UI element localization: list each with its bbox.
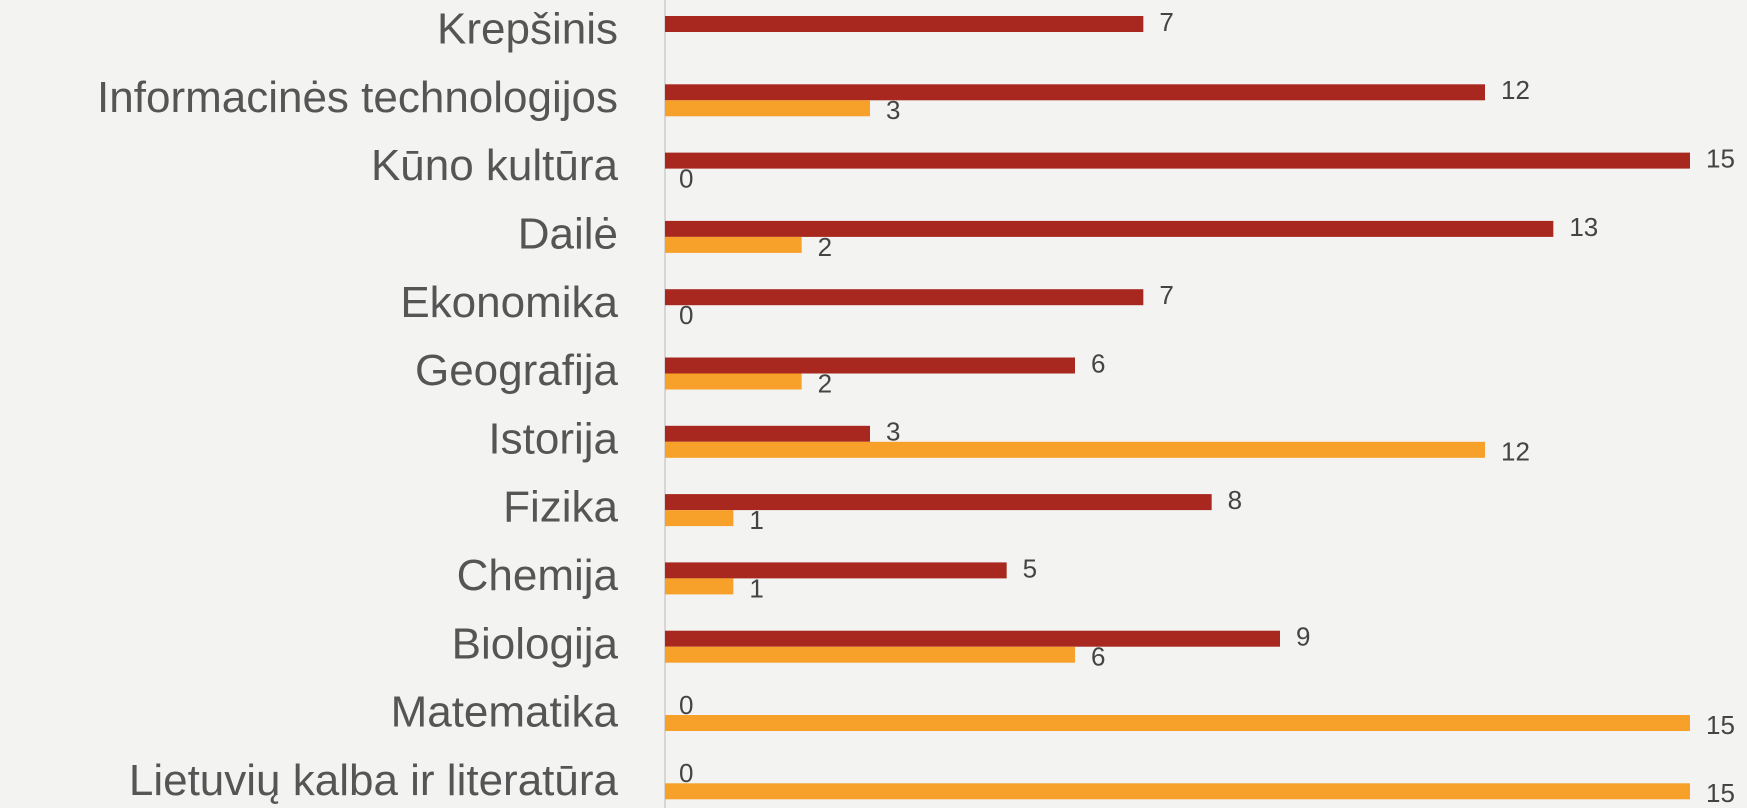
value-label: 6 <box>1091 348 1105 378</box>
value-label: 0 <box>679 300 693 330</box>
value-label: 15 <box>1706 710 1735 740</box>
category-label: Lietuvių kalba ir literatūra <box>129 756 619 805</box>
bar <box>665 715 1690 731</box>
bar <box>665 100 870 117</box>
bar <box>665 220 1554 237</box>
bar <box>665 289 1144 306</box>
value-label: 0 <box>679 758 693 788</box>
bar <box>665 510 734 527</box>
value-label: 7 <box>1159 280 1173 310</box>
category-label: Matematika <box>391 688 619 737</box>
category-label: Fizika <box>503 483 618 532</box>
category-label: Geografija <box>415 346 619 395</box>
value-label: 0 <box>679 690 693 720</box>
bar <box>665 16 1144 32</box>
category-label: Kūno kultūra <box>371 141 619 190</box>
category-label: Chemija <box>457 551 619 600</box>
value-label: 9 <box>1296 622 1310 652</box>
value-label: 7 <box>1159 7 1173 37</box>
value-label: 15 <box>1706 143 1735 173</box>
value-label: 5 <box>1023 553 1037 583</box>
value-label: 2 <box>818 368 832 398</box>
bar <box>665 236 802 253</box>
value-label: 0 <box>679 163 693 193</box>
category-label: Biologija <box>452 619 619 668</box>
category-label: Ekonomika <box>400 278 618 327</box>
value-label: 3 <box>886 95 900 125</box>
bar <box>665 373 802 390</box>
bar <box>665 646 1075 663</box>
value-label: 6 <box>1091 642 1105 672</box>
value-label: 8 <box>1228 485 1242 515</box>
value-label: 3 <box>886 417 900 447</box>
value-label: 13 <box>1569 212 1598 242</box>
bar <box>665 783 1690 800</box>
category-label: Krepšinis <box>437 5 618 54</box>
bar <box>665 425 870 442</box>
category-label: Istorija <box>488 414 618 463</box>
bar <box>665 562 1007 579</box>
value-label: 15 <box>1706 778 1735 808</box>
bar <box>665 578 734 595</box>
bar <box>665 152 1690 169</box>
bar <box>665 441 1485 458</box>
category-label: Informacinės technologijos <box>97 73 618 122</box>
bar <box>665 357 1075 374</box>
bar <box>665 630 1280 647</box>
bar <box>665 494 1212 511</box>
value-label: 1 <box>749 573 763 603</box>
bar <box>665 84 1485 101</box>
value-label: 12 <box>1501 437 1530 467</box>
value-label: 12 <box>1501 75 1530 105</box>
category-label: Dailė <box>518 210 618 259</box>
value-label: 2 <box>818 232 832 262</box>
value-label: 1 <box>749 505 763 535</box>
